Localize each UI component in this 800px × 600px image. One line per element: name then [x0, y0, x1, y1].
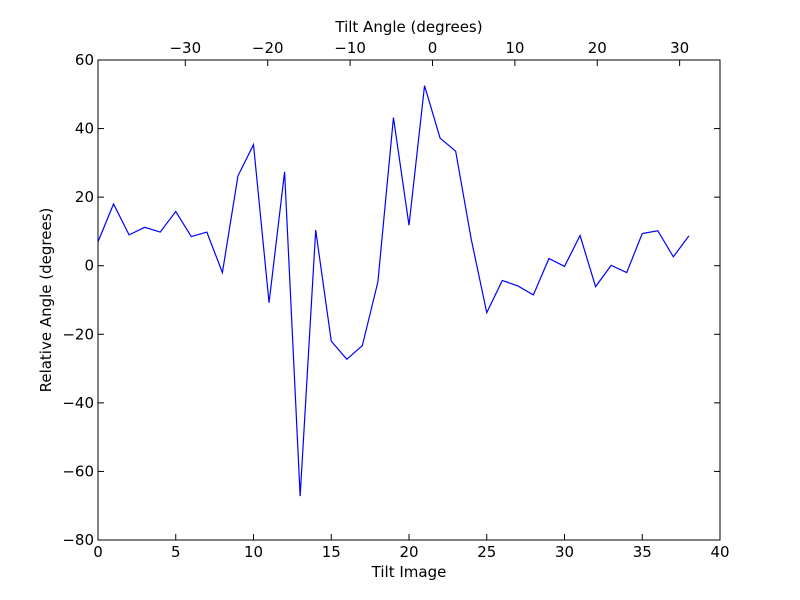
top-x-tick-label: 10	[505, 39, 524, 57]
series-line	[97, 85, 690, 497]
y-tick-label: −60	[62, 462, 94, 480]
x-tick-label: 0	[93, 543, 103, 561]
x-axis-label: Tilt Image	[371, 563, 447, 581]
top-x-axis-label: Tilt Angle (degrees)	[334, 18, 482, 36]
y-tick-label: 60	[75, 51, 94, 69]
y-tick-label: −40	[62, 394, 94, 412]
tick-labels: 0 5 10 15 20 25 30 35 40 −30 −20 −10 0 10 20 30 −80 −60 −4…	[62, 39, 729, 561]
y-tick-label: 20	[75, 188, 94, 206]
plot-area-frame	[97, 59, 721, 541]
x-tick-label: 5	[171, 543, 181, 561]
y-axis-label: Relative Angle (degrees)	[37, 208, 55, 393]
top-x-tick-label: −20	[252, 39, 284, 57]
x-tick-label: 35	[633, 543, 652, 561]
x-tick-label: 10	[244, 543, 263, 561]
y-tick-label: −80	[62, 531, 94, 549]
x-tick-label: 15	[322, 543, 341, 561]
x-tick-label: 40	[710, 543, 729, 561]
top-x-tick-label: −10	[334, 39, 366, 57]
top-x-tick-label: 30	[670, 39, 689, 57]
top-x-tick-label: 20	[588, 39, 607, 57]
x-tick-label: 30	[555, 543, 574, 561]
tick-marks	[97, 59, 721, 541]
top-x-tick-label: 0	[428, 39, 438, 57]
x-tick-label: 25	[477, 543, 496, 561]
x-tick-label: 20	[399, 543, 418, 561]
y-tick-label: −20	[62, 325, 94, 343]
top-x-tick-label: −30	[169, 39, 201, 57]
y-tick-label: 0	[84, 257, 94, 275]
y-tick-label: 40	[75, 120, 94, 138]
